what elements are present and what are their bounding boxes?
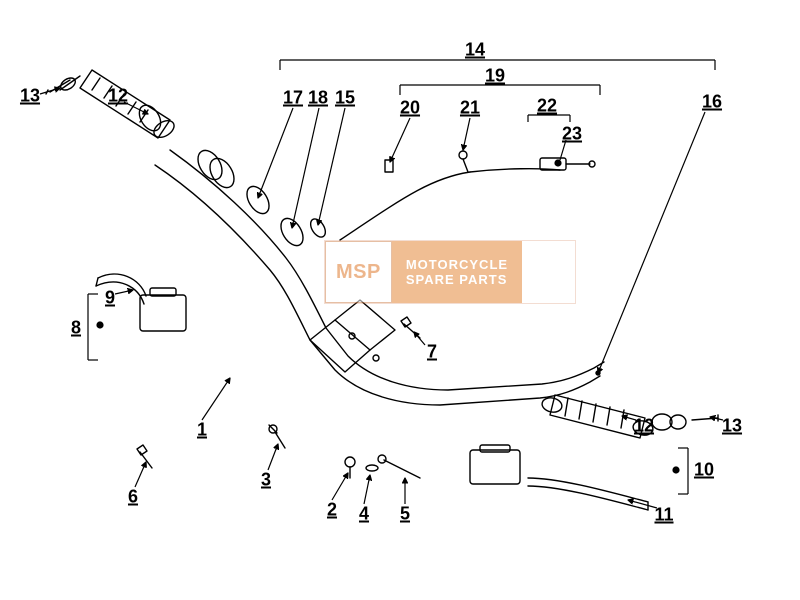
bolt-group bbox=[345, 455, 420, 478]
callout-22: 22 bbox=[537, 96, 557, 117]
callout-13b: 13 bbox=[722, 416, 742, 437]
watermark: MSP MOTORCYCLE SPARE PARTS bbox=[324, 240, 576, 304]
callout-12b: 12 bbox=[634, 416, 654, 437]
watermark-logo: MSP bbox=[325, 241, 392, 303]
screw-3 bbox=[269, 425, 285, 448]
callout-12a: 12 bbox=[108, 86, 128, 107]
callout-1: 1 bbox=[197, 420, 207, 441]
callout-6: 6 bbox=[128, 487, 138, 508]
right-brake-assembly bbox=[470, 445, 648, 510]
callout-13a: 13 bbox=[20, 86, 40, 107]
watermark-line1: MOTORCYCLE bbox=[406, 257, 508, 272]
callout-3: 3 bbox=[261, 470, 271, 491]
right-grip bbox=[541, 395, 718, 438]
callout-14: 14 bbox=[465, 40, 485, 61]
callout-7: 7 bbox=[427, 342, 437, 363]
callout-20: 20 bbox=[400, 98, 420, 119]
callout-18: 18 bbox=[308, 88, 328, 109]
callout-2: 2 bbox=[327, 500, 337, 521]
callout-10: 10 bbox=[694, 460, 714, 481]
callout-17: 17 bbox=[283, 88, 303, 109]
watermark-line2: SPARE PARTS bbox=[406, 272, 508, 287]
callout-11: 11 bbox=[654, 505, 673, 526]
callout-21: 21 bbox=[460, 98, 480, 119]
callout-9: 9 bbox=[105, 288, 115, 309]
callout-23: 23 bbox=[562, 124, 582, 145]
callout-16: 16 bbox=[702, 92, 722, 113]
watermark-text: MOTORCYCLE SPARE PARTS bbox=[392, 241, 522, 303]
callout-5: 5 bbox=[400, 504, 410, 525]
callout-8: 8 bbox=[71, 318, 81, 339]
callout-19: 19 bbox=[485, 66, 505, 87]
watermark-logo-text: MSP bbox=[336, 261, 381, 284]
callout-15: 15 bbox=[335, 88, 355, 109]
diagram-container: MSP MOTORCYCLE SPARE PARTS 1 2 3 4 5 6 7… bbox=[0, 0, 800, 600]
callout-4: 4 bbox=[359, 504, 369, 525]
